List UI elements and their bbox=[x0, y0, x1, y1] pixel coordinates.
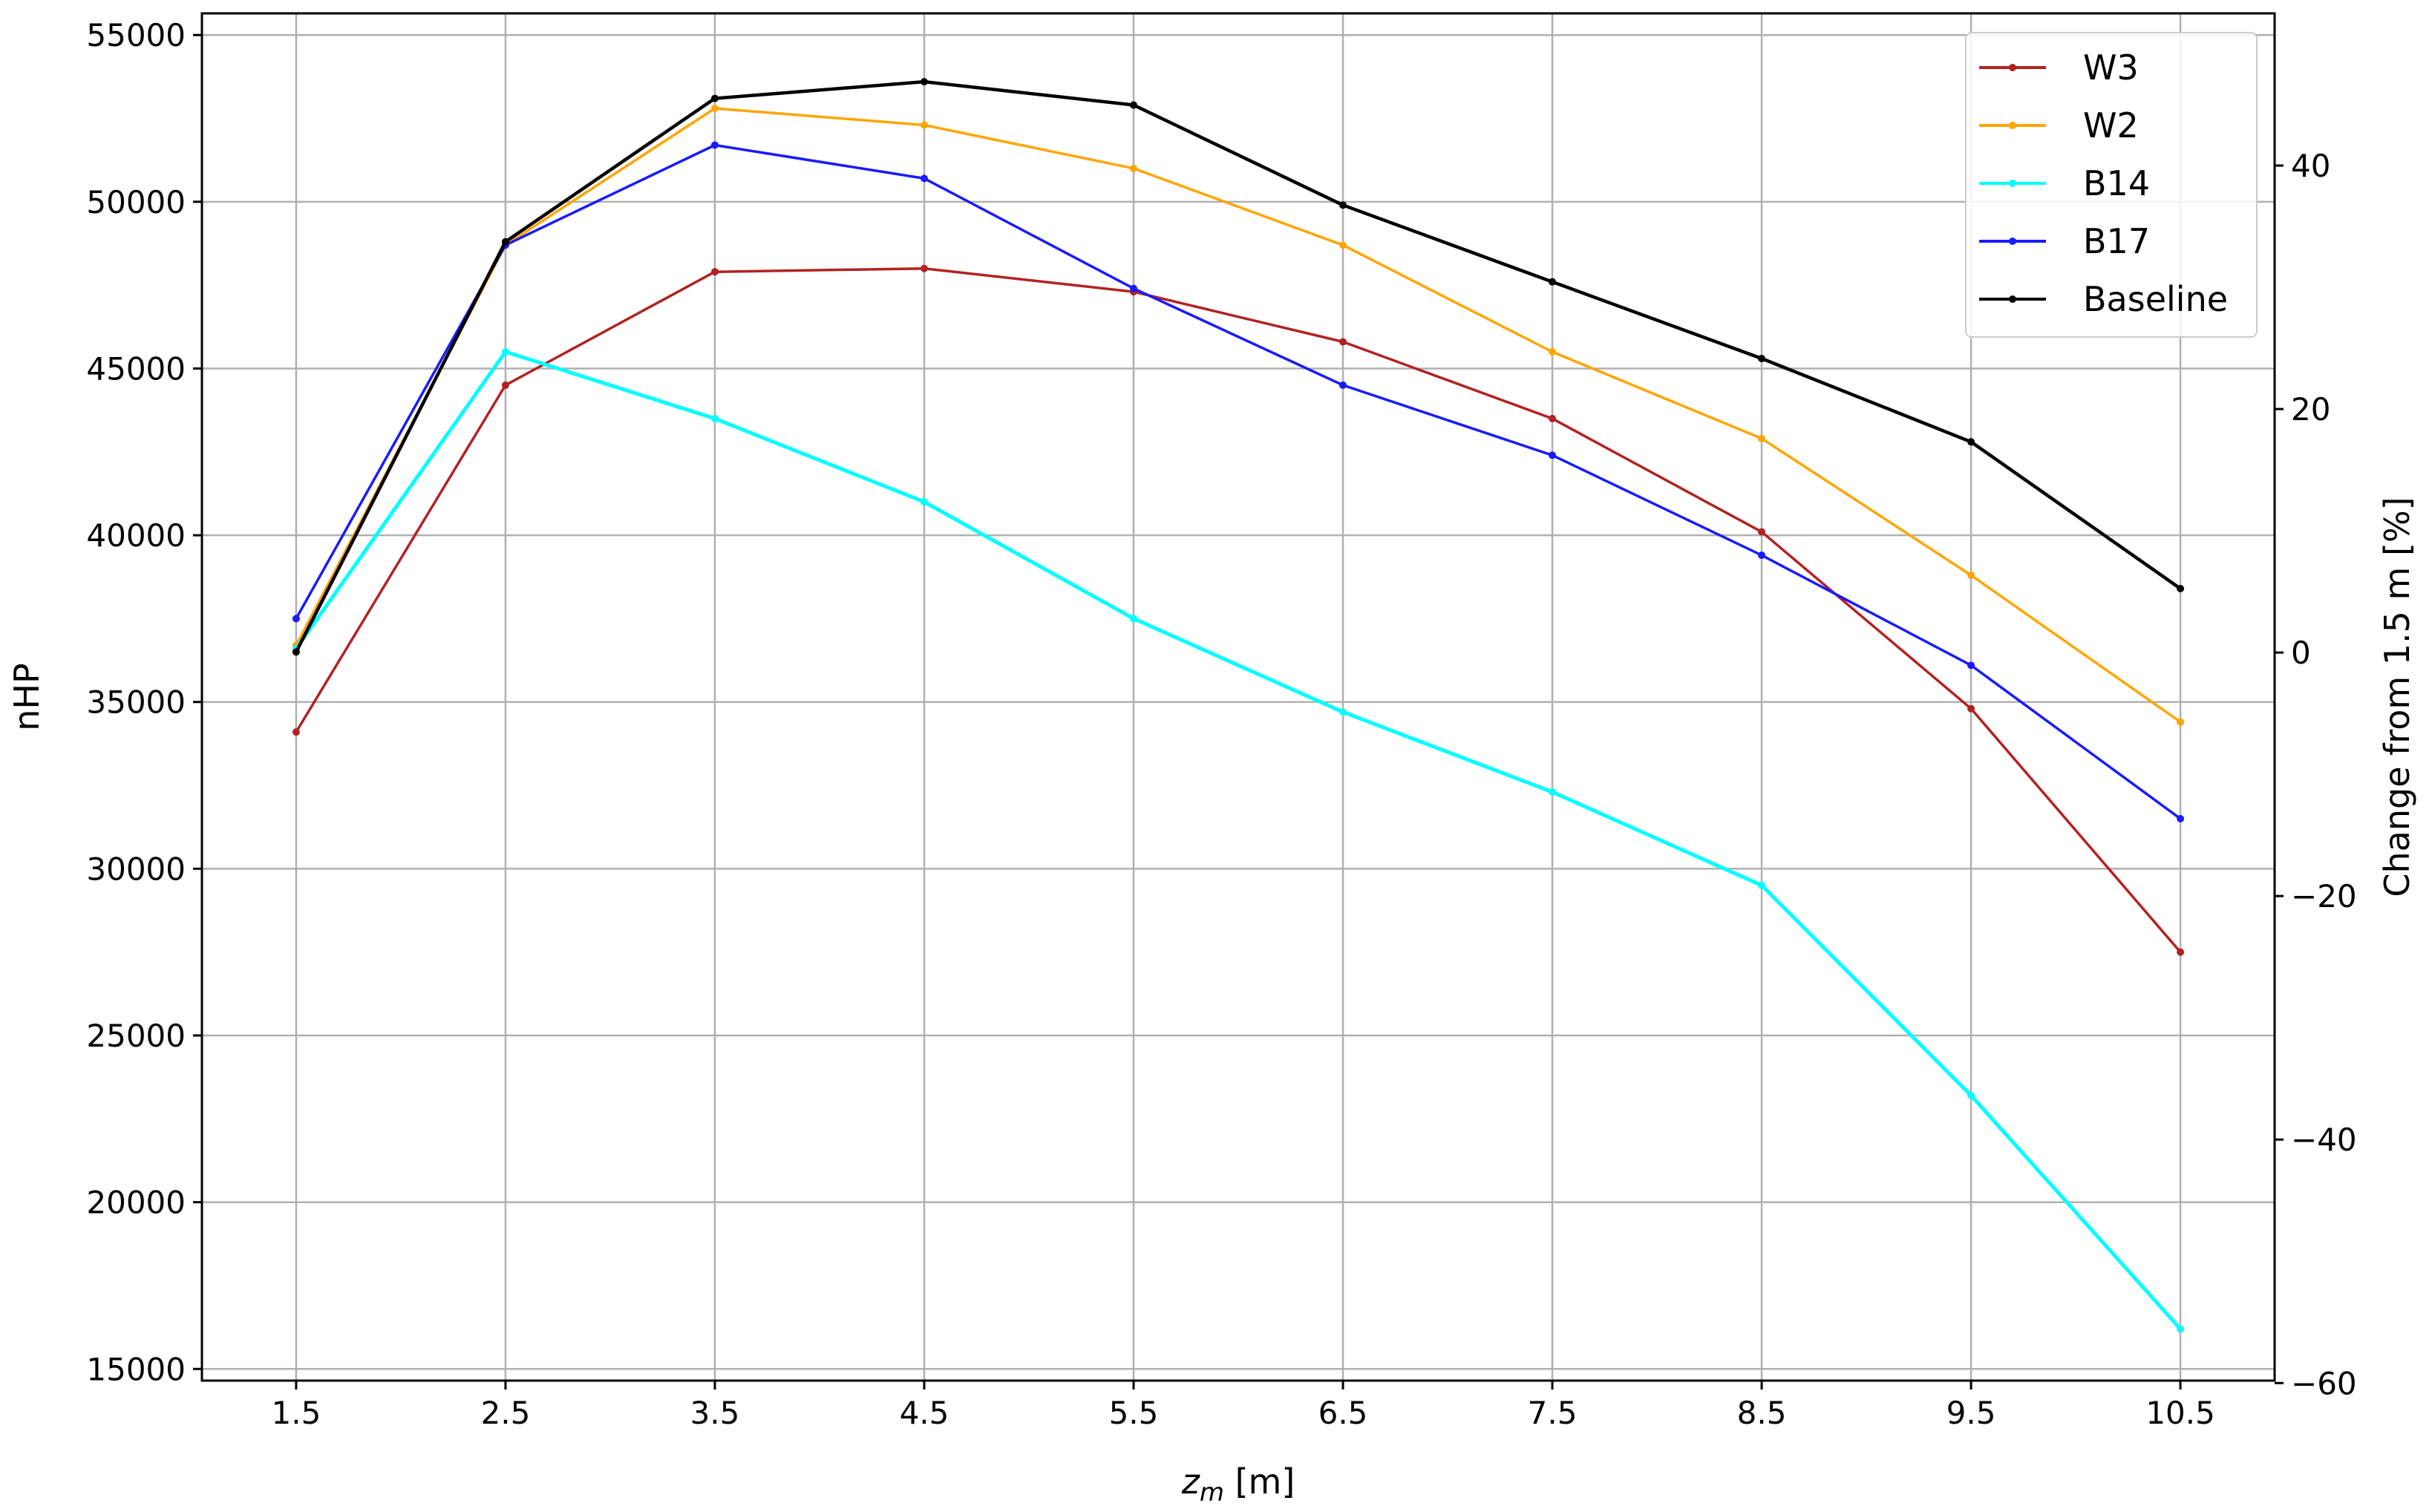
data-point-b17 bbox=[920, 174, 928, 183]
data-point-w2 bbox=[1549, 348, 1557, 356]
data-point-b17 bbox=[1549, 451, 1557, 459]
legend: W3 W2 B14 B17 Baseline bbox=[1965, 32, 2258, 338]
data-point-w3 bbox=[710, 268, 719, 276]
x-tick-label: 1.5 bbox=[272, 1395, 321, 1431]
data-point-baseline bbox=[2177, 584, 2185, 592]
data-point-w3 bbox=[920, 264, 928, 272]
data-point-w2 bbox=[1758, 434, 1766, 442]
data-point-baseline bbox=[292, 648, 300, 656]
y-tick-label: 15000 bbox=[86, 1351, 186, 1387]
legend-label-baseline: Baseline bbox=[2083, 279, 2228, 319]
series-line-baseline bbox=[294, 79, 2182, 653]
data-point-b14 bbox=[1549, 788, 1557, 796]
data-point-b17 bbox=[710, 141, 719, 149]
y-axis-label: nHP bbox=[7, 663, 47, 730]
series-lines bbox=[292, 78, 2185, 1333]
y-tick-label: 30000 bbox=[86, 851, 186, 887]
y2-tick-label: 0 bbox=[2291, 635, 2311, 671]
x-tick-label: 8.5 bbox=[1737, 1395, 1787, 1431]
x-axis-label-subscript: m bbox=[1200, 1478, 1224, 1508]
grid bbox=[202, 13, 2275, 1381]
y2-tick-label: −20 bbox=[2291, 878, 2357, 914]
legend-box bbox=[1965, 32, 2258, 338]
legend-label-w2: W2 bbox=[2083, 105, 2139, 145]
series-line-b17 bbox=[295, 143, 2182, 820]
data-point-b17 bbox=[2177, 814, 2185, 822]
legend-marker-baseline bbox=[2009, 295, 2016, 303]
data-point-w3 bbox=[1967, 704, 1975, 713]
data-point-w2 bbox=[920, 121, 928, 129]
y2-tick-label: 20 bbox=[2291, 391, 2330, 428]
data-point-w3 bbox=[1758, 528, 1766, 536]
data-point-baseline bbox=[710, 94, 719, 102]
x-tick-label: 5.5 bbox=[1109, 1395, 1159, 1431]
data-point-b14 bbox=[1758, 881, 1766, 889]
data-point-b14 bbox=[1129, 615, 1137, 623]
data-point-w2 bbox=[710, 105, 719, 113]
legend-label-b14: B14 bbox=[2083, 163, 2150, 203]
plot-frame bbox=[200, 12, 2276, 1382]
legend-marker-w3 bbox=[2009, 64, 2016, 71]
data-point-baseline bbox=[1129, 101, 1137, 109]
data-point-baseline bbox=[501, 238, 509, 246]
data-point-b14 bbox=[2177, 1325, 2185, 1333]
data-point-w2 bbox=[1967, 572, 1975, 580]
data-point-b17 bbox=[1339, 381, 1347, 389]
data-point-b14 bbox=[710, 414, 719, 422]
x-tick-label: 10.5 bbox=[2145, 1395, 2215, 1431]
data-point-w3 bbox=[501, 381, 509, 389]
data-point-b17 bbox=[292, 615, 300, 623]
y-tick-label: 55000 bbox=[86, 17, 186, 53]
data-point-b14 bbox=[501, 348, 509, 356]
data-point-baseline bbox=[1967, 438, 1975, 446]
legend-label-b17: B17 bbox=[2083, 221, 2150, 261]
series-line-w2 bbox=[295, 107, 2182, 724]
x-axis-label-symbol: z bbox=[1181, 1462, 1200, 1502]
axis-ticks: 1.5 2.5 3.5 4.5 5.5 6.5 7.5 8.5 9.5 10.5 15000 2000… bbox=[86, 17, 2356, 1431]
y2-tick-label: −60 bbox=[2291, 1365, 2357, 1401]
data-point-w2 bbox=[1339, 241, 1347, 249]
data-point-b17 bbox=[1758, 552, 1766, 560]
y-tick-label: 40000 bbox=[86, 517, 186, 554]
x-axis-label-unit: [m] bbox=[1224, 1462, 1295, 1502]
data-point-w3 bbox=[1339, 338, 1347, 346]
legend-marker-b17 bbox=[2009, 238, 2016, 245]
x-tick-label: 6.5 bbox=[1318, 1395, 1368, 1431]
x-tick-label: 2.5 bbox=[481, 1395, 531, 1431]
x-tick-label: 3.5 bbox=[690, 1395, 740, 1431]
data-point-b14 bbox=[920, 498, 928, 506]
data-point-w2 bbox=[1129, 164, 1137, 172]
y-tick-label: 25000 bbox=[86, 1018, 186, 1054]
x-tick-label: 9.5 bbox=[1946, 1395, 1996, 1431]
x-tick-label: 4.5 bbox=[900, 1395, 949, 1431]
data-point-baseline bbox=[1758, 354, 1766, 362]
series-line-w3 bbox=[295, 266, 2182, 953]
data-point-w3 bbox=[292, 728, 300, 736]
series-line-b14 bbox=[294, 350, 2182, 1331]
x-axis-label: zm [m] bbox=[1181, 1462, 1295, 1508]
legend-label-w3: W3 bbox=[2083, 48, 2139, 88]
data-point-baseline bbox=[1339, 201, 1347, 209]
data-point-baseline bbox=[1549, 278, 1557, 286]
data-point-w3 bbox=[2177, 948, 2185, 956]
y2-tick-label: 40 bbox=[2291, 148, 2330, 184]
x-tick-label: 7.5 bbox=[1528, 1395, 1578, 1431]
y2-tick-label: −40 bbox=[2291, 1122, 2357, 1158]
y2-axis-label: Change from 1.5 m [%] bbox=[2377, 497, 2417, 897]
y-tick-label: 45000 bbox=[86, 350, 186, 387]
data-point-b17 bbox=[1967, 661, 1975, 670]
data-point-w2 bbox=[2177, 718, 2185, 726]
data-point-baseline bbox=[920, 78, 928, 86]
y-tick-label: 50000 bbox=[86, 184, 186, 220]
y-tick-label: 35000 bbox=[86, 684, 186, 721]
data-point-b14 bbox=[1967, 1091, 1975, 1099]
data-point-b17 bbox=[1129, 284, 1137, 292]
y-tick-label: 20000 bbox=[86, 1185, 186, 1221]
legend-marker-w2 bbox=[2009, 122, 2016, 129]
legend-marker-b14 bbox=[2009, 180, 2016, 187]
data-point-w3 bbox=[1549, 414, 1557, 422]
data-point-b14 bbox=[1339, 708, 1347, 716]
